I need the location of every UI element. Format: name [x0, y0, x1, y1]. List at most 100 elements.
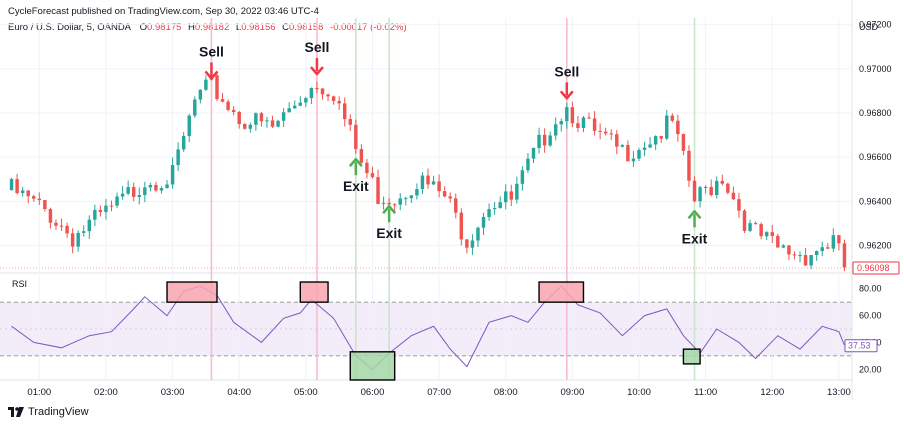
- publisher-line: CycleForecast published on TradingView.c…: [8, 6, 319, 17]
- rsi-current-label: 37.53: [848, 341, 871, 351]
- candle-up: [481, 216, 486, 228]
- candle-up: [415, 189, 419, 196]
- candle-up: [653, 136, 658, 145]
- candle-up: [648, 144, 652, 148]
- candle-up: [159, 188, 164, 191]
- rsi-tick-label: 20.00: [859, 364, 882, 374]
- time-tick-label: 04:00: [227, 387, 251, 398]
- exit-annotation-label: Exit: [376, 225, 402, 241]
- price-tick-label: 0.96800: [859, 108, 892, 118]
- candle-down: [243, 124, 247, 129]
- candle-up: [520, 170, 525, 184]
- candle-down: [259, 113, 264, 122]
- candle-up: [143, 187, 147, 196]
- candle-down: [609, 133, 613, 135]
- symbol-title: Euro / U.S. Dollar, 5, OANDA: [8, 22, 132, 33]
- oversold-zone-box: [349, 351, 396, 381]
- exit-arrow-head: [687, 210, 702, 220]
- candle-down: [437, 181, 441, 192]
- candle-up: [165, 184, 169, 189]
- candle-down: [37, 198, 42, 201]
- candle-up: [9, 179, 14, 191]
- candle-up: [637, 149, 641, 159]
- candle-down: [592, 118, 597, 131]
- rsi-current-box: [844, 339, 878, 353]
- candle-down: [59, 225, 64, 227]
- candle-down: [15, 179, 19, 194]
- candle-up: [126, 187, 130, 194]
- candle-up: [642, 147, 647, 150]
- candle-down: [826, 247, 830, 249]
- candle-up: [170, 165, 175, 185]
- exit-annotation-label: Exit: [343, 178, 369, 194]
- time-tick-label: 05:00: [294, 387, 318, 398]
- candle-down: [659, 136, 663, 139]
- candle-down: [354, 124, 358, 149]
- candle-down: [787, 245, 791, 255]
- candle-up: [781, 245, 786, 248]
- candle-down: [670, 115, 675, 121]
- candle-up: [703, 187, 708, 189]
- candle-down: [426, 175, 430, 185]
- candle-up: [381, 202, 386, 204]
- candle-up: [537, 134, 541, 149]
- time-tick-label: 01:00: [27, 387, 51, 398]
- candle-down: [709, 187, 713, 196]
- candle-down: [792, 254, 797, 256]
- candle-down: [837, 235, 841, 244]
- candle-down: [376, 177, 380, 204]
- candle-up: [698, 187, 702, 202]
- candle-down: [759, 224, 763, 237]
- currency-label: USD: [859, 22, 879, 32]
- candle-down: [576, 123, 580, 128]
- candle-up: [248, 124, 253, 129]
- candle-up: [20, 190, 25, 194]
- last-price-box: [852, 261, 900, 275]
- candle-down: [726, 183, 730, 193]
- candle-up: [814, 251, 819, 256]
- candle-up: [764, 232, 769, 237]
- candle-down: [70, 233, 75, 247]
- low-key: L: [235, 22, 242, 33]
- tradingview-brand[interactable]: TradingView: [8, 406, 89, 418]
- candle-up: [198, 89, 203, 100]
- overbought-zone-box: [299, 281, 329, 303]
- rsi-tick-label: 60.00: [859, 311, 882, 321]
- candle-up: [553, 124, 558, 136]
- rsi-tick-label: 80.00: [859, 284, 882, 294]
- oversold-zone-box: [682, 348, 701, 365]
- sell-arrow-head: [204, 70, 219, 80]
- candle-down: [442, 191, 447, 197]
- candle-down: [465, 239, 469, 248]
- candle-down: [231, 109, 236, 113]
- candle-down: [803, 255, 808, 266]
- candle-up: [82, 231, 86, 233]
- candle-up: [581, 117, 586, 128]
- candle-down: [448, 196, 452, 199]
- candle-down: [226, 101, 230, 110]
- candle-up: [281, 112, 286, 121]
- candle-up: [526, 158, 530, 171]
- time-tick-label: 06:00: [361, 387, 385, 398]
- candle-up: [204, 79, 208, 90]
- candle-down: [98, 209, 103, 213]
- candle-down: [742, 210, 747, 231]
- rsi-line: [11, 285, 845, 370]
- candle-up: [254, 113, 258, 125]
- high-key: H: [188, 22, 195, 33]
- open-value: 0.98175: [147, 22, 182, 33]
- candle-up: [476, 227, 480, 241]
- candle-up: [831, 235, 836, 249]
- candle-up: [87, 219, 92, 232]
- candle-down: [65, 225, 69, 234]
- candle-up: [565, 107, 569, 122]
- candle-up: [559, 121, 563, 125]
- low-value: 0.98156: [241, 22, 276, 33]
- candle-down: [459, 212, 464, 240]
- candle-down: [270, 120, 275, 127]
- candle-down: [737, 199, 741, 211]
- sell-arrow-head: [559, 90, 574, 100]
- candle-down: [720, 180, 725, 184]
